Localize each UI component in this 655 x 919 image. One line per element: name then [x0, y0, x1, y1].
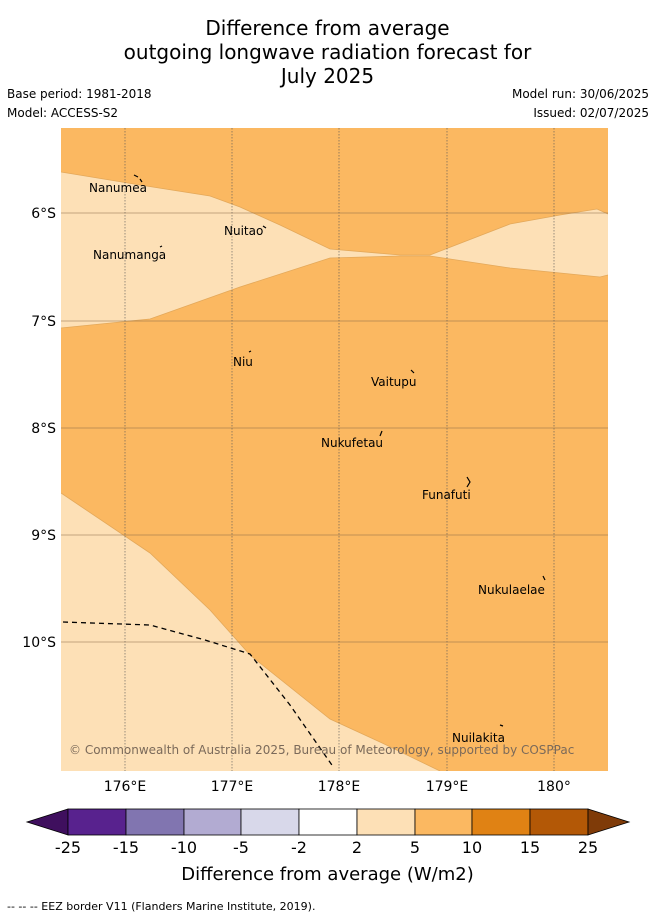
- eez-legend-text: -- -- -- EEZ border V11 (Flanders Marine…: [7, 900, 316, 913]
- meridian-lines: [124, 128, 555, 771]
- colorbar-segment: [298, 808, 358, 836]
- map-plot-area: Nanumea Nuitao Nanumanga Niu Vaitupu Nuk…: [61, 128, 608, 771]
- place-label-funafuti: Funafuti: [422, 488, 471, 502]
- y-axis-ticks: 6°S 7°S 8°S 9°S 10°S: [22, 206, 56, 651]
- colorbar-title: Difference from average (W/m2): [181, 864, 474, 885]
- place-labels: Nanumea Nuitao Nanumanga Niu Vaitupu Nuk…: [89, 181, 545, 745]
- colorbar-label: -5: [233, 838, 249, 857]
- colorbar-segment: [529, 808, 589, 836]
- parallel-lines: [61, 212, 608, 643]
- x-tick-label: 177°E: [211, 779, 254, 795]
- colorbar-label: 2: [351, 838, 363, 857]
- y-tick-label: 7°S: [31, 314, 56, 330]
- y-tick-label: 6°S: [31, 206, 56, 222]
- colorbar-segment: [125, 808, 185, 836]
- colorbar-label: -10: [170, 838, 198, 857]
- place-label-nukufetau: Nukufetau: [321, 436, 383, 450]
- anomaly-region-2-5-south: [61, 493, 440, 771]
- colorbar-extend-high: [587, 808, 631, 836]
- model-label: Model: ACCESS-S2: [7, 106, 119, 120]
- colorbar-segment: [471, 808, 531, 836]
- colorbar-label: -2: [291, 838, 307, 857]
- title-line-1: Difference from average: [205, 16, 450, 40]
- colorbar-segment: [67, 808, 127, 836]
- colorbar-extend-low: [25, 808, 69, 836]
- colorbar-label: 25: [577, 838, 599, 857]
- colorbar-label: 10: [461, 838, 483, 857]
- colorbar-segment: [356, 808, 416, 836]
- x-axis-ticks: 176°E 177°E 178°E 179°E 180°: [104, 779, 571, 795]
- model-run-label: Model run: 30/06/2025: [511, 87, 649, 101]
- island-shapes: [133, 174, 546, 727]
- place-label-nuilakita: Nuilakita: [452, 731, 505, 745]
- title-line-3: July 2025: [280, 64, 375, 88]
- eez-border-line: [62, 621, 335, 769]
- place-label-nuitao: Nuitao: [224, 224, 263, 238]
- colorbar-label: -25: [54, 838, 82, 857]
- colorbar-label: 5: [409, 838, 421, 857]
- issued-label: Issued: 02/07/2025: [533, 106, 649, 120]
- base-period-label: Base period: 1981-2018: [7, 87, 152, 101]
- place-label-nukulaelae: Nukulaelae: [478, 583, 545, 597]
- y-tick-label: 10°S: [22, 635, 56, 651]
- x-tick-label: 179°E: [426, 779, 469, 795]
- y-tick-label: 8°S: [31, 421, 56, 437]
- copyright-text: © Commonwealth of Australia 2025, Bureau…: [69, 743, 574, 757]
- anomaly-region-2-5-north: [61, 172, 608, 328]
- chart-title: Difference from average outgoing longwav…: [0, 16, 655, 88]
- x-tick-label: 178°E: [318, 779, 361, 795]
- place-label-nanumea: Nanumea: [89, 181, 147, 195]
- colorbar-segment: [414, 808, 473, 836]
- colorbar: [25, 808, 631, 836]
- x-tick-label: 176°E: [104, 779, 147, 795]
- x-tick-label: 180°: [537, 779, 571, 795]
- y-tick-label: 9°S: [31, 528, 56, 544]
- place-label-nanumanga: Nanumanga: [93, 248, 166, 262]
- colorbar-label: 15: [519, 838, 541, 857]
- place-label-vaitupu: Vaitupu: [371, 375, 417, 389]
- title-line-2: outgoing longwave radiation forecast for: [123, 40, 532, 64]
- place-label-niu: Niu: [233, 355, 253, 369]
- colorbar-segment: [183, 808, 242, 836]
- colorbar-segment: [240, 808, 300, 836]
- colorbar-label: -15: [112, 838, 140, 857]
